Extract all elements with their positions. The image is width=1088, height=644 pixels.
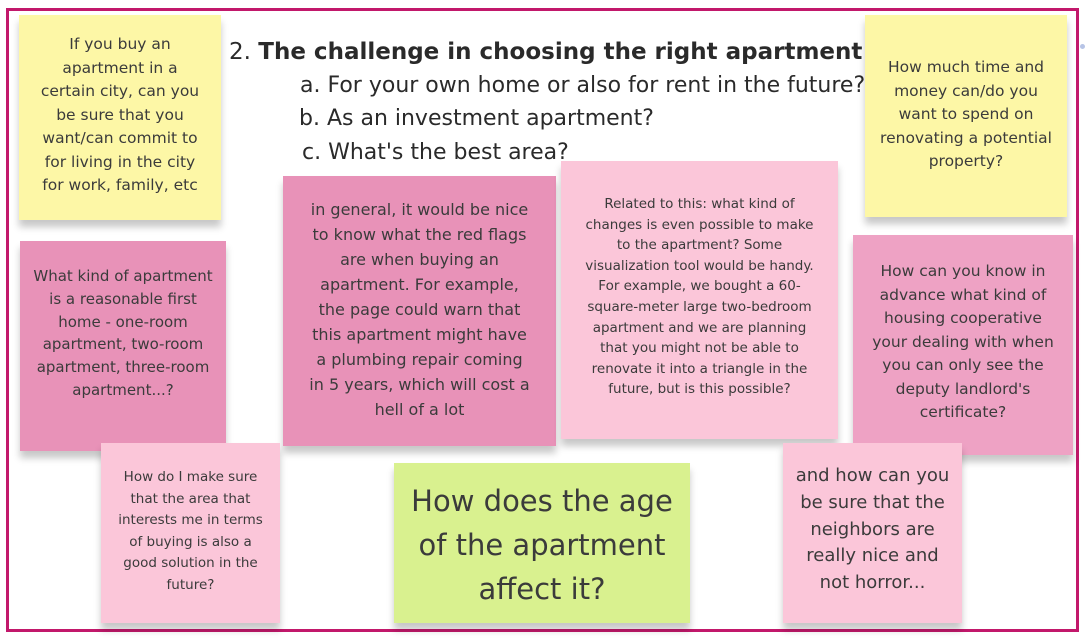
sticky-note-neighbors[interactable]: and how can you be sure that the neighbo… (783, 443, 962, 623)
sticky-note-apartment-age[interactable]: How does the age of the apartment affect… (394, 463, 690, 623)
note-text: How do I make sure that the area that in… (118, 469, 263, 593)
note-text: How can you know in advance what kind of… (872, 262, 1054, 421)
sticky-note-housing-coop[interactable]: How can you know in advance what kind of… (853, 235, 1073, 455)
note-text: How does the age of the apartment affect… (411, 484, 673, 606)
sticky-note-red-flags[interactable]: in general, it would be nice to know wha… (283, 176, 556, 446)
sticky-note-renovation-budget[interactable]: How much time and money can/do you want … (865, 15, 1067, 217)
note-text: How much time and money can/do you want … (880, 58, 1052, 170)
connector-dot[interactable] (1080, 44, 1085, 49)
sticky-note-city-commit[interactable]: If you buy an apartment in a certain cit… (19, 15, 221, 220)
sticky-note-area-future[interactable]: How do I make sure that the area that in… (101, 443, 280, 623)
sticky-note-first-home[interactable]: What kind of apartment is a reasonable f… (20, 241, 226, 451)
sub-item-c: c. What's the best area? (302, 140, 569, 165)
note-text: What kind of apartment is a reasonable f… (33, 267, 213, 399)
sub-item-b: b. As an investment apartment? (299, 106, 654, 131)
note-text: If you buy an apartment in a certain cit… (40, 35, 200, 194)
sub-item-a: a. For your own home or also for rent in… (300, 73, 866, 98)
heading-title: The challenge in choosing the right apar… (258, 39, 863, 65)
note-text: and how can you be sure that the neighbo… (795, 465, 950, 594)
board-heading: 2. The challenge in choosing the right a… (229, 36, 862, 69)
heading-number: 2. (229, 39, 251, 65)
sticky-note-changes-possible[interactable]: Related to this: what kind of changes is… (561, 161, 838, 439)
note-text: in general, it would be nice to know wha… (309, 200, 530, 419)
note-text: Related to this: what kind of changes is… (585, 196, 814, 398)
